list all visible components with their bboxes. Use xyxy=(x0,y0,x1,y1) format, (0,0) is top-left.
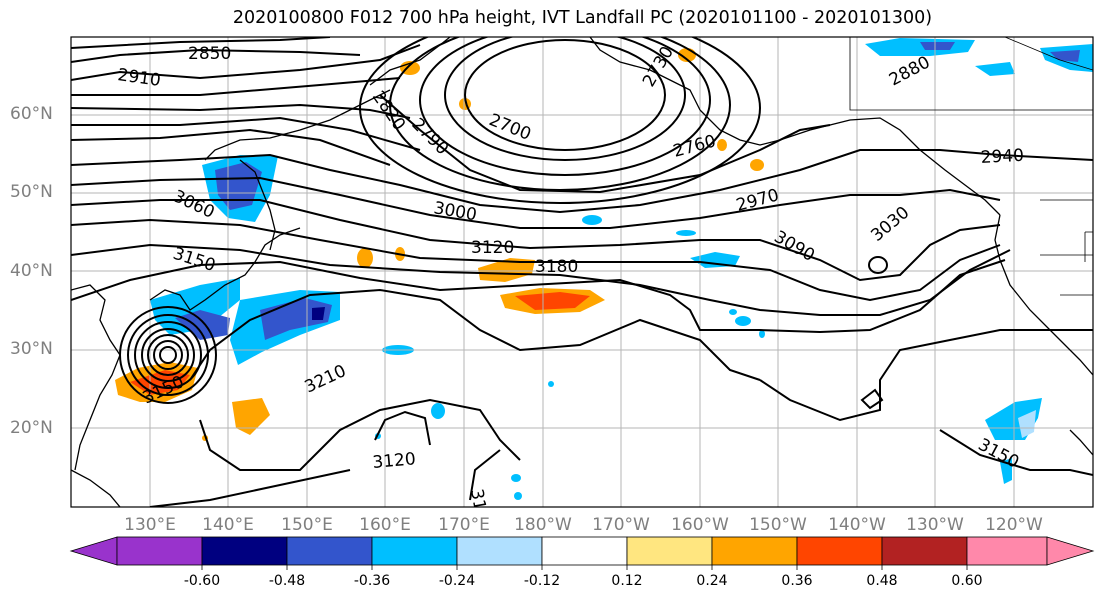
colorbar-swatch xyxy=(371,536,458,566)
contour-label: 3180 xyxy=(535,257,578,277)
ivt-negative-southeast-light xyxy=(1018,410,1036,438)
longitude-label: 130°W xyxy=(906,515,964,535)
longitude-label: 140°W xyxy=(828,515,886,535)
boundaries xyxy=(849,37,1093,296)
longitude-label: 170°E xyxy=(438,515,490,535)
colorbar-swatch xyxy=(116,536,203,566)
contour-label: 2790 xyxy=(407,114,452,159)
colorbar-swatch xyxy=(966,536,1048,566)
ivt-negative-spot xyxy=(582,215,602,225)
colorbar-tick-label: 0.48 xyxy=(866,573,898,589)
colorbar-swatch xyxy=(881,536,968,566)
coastlines xyxy=(71,37,1093,507)
ivt-negative-wpac-dark xyxy=(312,307,325,320)
longitude-label: 170°W xyxy=(592,515,650,535)
contour-label: 2880 xyxy=(886,52,934,90)
colorbar-swatch xyxy=(286,536,373,566)
colorbar-tick-label: -0.60 xyxy=(183,573,221,589)
ivt-positive-spot xyxy=(750,159,764,171)
colorbar-swatch xyxy=(201,536,288,566)
colorbar-tick-label: -0.24 xyxy=(438,573,476,589)
contour-label: 2940 xyxy=(980,146,1024,168)
contour-label: 3150 xyxy=(975,435,1023,473)
graticule xyxy=(71,37,1093,507)
contour-label: 31 xyxy=(466,487,489,512)
latitude-label: 40°N xyxy=(10,261,53,281)
contour-label: 3120 xyxy=(471,238,514,258)
longitude-label: 150°W xyxy=(749,515,807,535)
map-frame xyxy=(70,36,1094,508)
latitude-label: 20°N xyxy=(10,418,53,438)
contour-label: 2850 xyxy=(188,44,231,64)
colorbar-tick-label: -0.12 xyxy=(523,573,561,589)
ivt-positive-dateline-core xyxy=(515,292,590,310)
colorbar-tick-label: -0.48 xyxy=(268,573,306,589)
colorbar-swatch xyxy=(796,536,883,566)
plot-title: 2020100800 F012 700 hPa height, IVT Land… xyxy=(232,8,933,28)
colorbar-tick-label: -0.36 xyxy=(353,573,391,589)
colorbar xyxy=(69,536,1095,570)
longitude-label: 180°W xyxy=(514,515,572,535)
colorbar-swatch xyxy=(456,536,543,566)
ivt-negative-okhotsk-core xyxy=(215,162,262,210)
ivt-negative-spot xyxy=(511,474,521,482)
contour-label: 3120 xyxy=(372,449,417,473)
ivt-negative-spot xyxy=(759,330,765,338)
ivt-negative-spot xyxy=(690,252,740,268)
colorbar-swatch xyxy=(711,536,798,566)
ivt-positive-south xyxy=(232,398,270,435)
ivt-negative-northeast xyxy=(865,38,975,56)
ivt-negative-spot xyxy=(729,309,737,315)
ivt-negative-spot xyxy=(548,381,554,387)
ivt-positive-spot xyxy=(357,248,373,268)
longitude-label: 160°E xyxy=(359,515,411,535)
ivt-positive-spot xyxy=(717,139,727,151)
latitude-label: 60°N xyxy=(10,104,53,124)
ivt-negative-japan-core xyxy=(175,310,230,340)
ivt-positive-dateline-north xyxy=(478,258,535,282)
colorbar-tick-label: 0.24 xyxy=(696,573,728,589)
longitude-label: 150°E xyxy=(281,515,333,535)
colorbar-swatch xyxy=(626,536,713,566)
ivt-negative-spot xyxy=(514,492,522,500)
colorbar-extend-high xyxy=(1046,536,1095,566)
latitude-label: 50°N xyxy=(10,182,53,202)
contour-label: 2910 xyxy=(116,65,162,91)
longitude-label: 160°W xyxy=(671,515,729,535)
longitude-label: 130°E xyxy=(124,515,176,535)
contour-label: 3210 xyxy=(302,361,350,397)
contour-label: 3030 xyxy=(867,203,913,246)
height-contours xyxy=(71,37,1093,507)
latitude-label: 30°N xyxy=(10,339,53,359)
colorbar-swatch xyxy=(541,536,628,566)
colorbar-extend-low xyxy=(69,536,118,566)
colorbar-tick-label: 0.60 xyxy=(951,573,983,589)
ivt-negative-spot xyxy=(735,316,751,326)
contour-labels: 2850 2910 2820 2790 2700 2730 2760 2880 … xyxy=(116,43,1024,512)
contour-label: 2970 xyxy=(734,185,781,216)
ivt-negative-northeast-core xyxy=(920,42,955,50)
ivt-negative-spot xyxy=(431,403,445,419)
longitude-label: 120°W xyxy=(985,515,1043,535)
colorbar-tick-label: 0.12 xyxy=(611,573,643,589)
ivt-negative-spot xyxy=(676,230,696,236)
longitude-label: 140°E xyxy=(202,515,254,535)
colorbar-tick-label: 0.36 xyxy=(781,573,813,589)
ivt-negative-northeast-3 xyxy=(975,62,1015,76)
